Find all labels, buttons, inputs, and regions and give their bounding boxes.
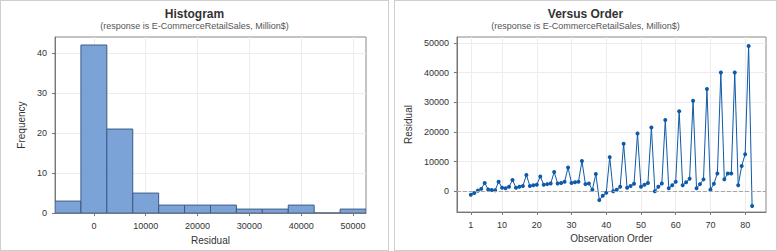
svg-text:40000: 40000 bbox=[289, 221, 314, 231]
svg-text:Versus Order: Versus Order bbox=[548, 7, 624, 21]
svg-text:30: 30 bbox=[567, 220, 577, 230]
svg-text:20: 20 bbox=[37, 128, 47, 138]
svg-text:0: 0 bbox=[42, 208, 47, 218]
svg-text:60: 60 bbox=[671, 220, 681, 230]
svg-text:40: 40 bbox=[37, 48, 47, 58]
svg-text:10000: 10000 bbox=[424, 157, 449, 167]
svg-text:50000: 50000 bbox=[341, 221, 366, 231]
svg-text:Residual: Residual bbox=[191, 235, 230, 246]
svg-text:30: 30 bbox=[37, 88, 47, 98]
svg-text:30000: 30000 bbox=[237, 221, 262, 231]
svg-text:20000: 20000 bbox=[185, 221, 210, 231]
svg-text:1: 1 bbox=[468, 220, 473, 230]
svg-text:Histogram: Histogram bbox=[165, 7, 224, 21]
svg-text:Observation Order: Observation Order bbox=[570, 233, 653, 244]
svg-text:40000: 40000 bbox=[424, 68, 449, 78]
svg-text:20: 20 bbox=[532, 220, 542, 230]
svg-text:Frequency: Frequency bbox=[16, 101, 27, 148]
svg-text:50000: 50000 bbox=[424, 38, 449, 48]
svg-text:0: 0 bbox=[444, 186, 449, 196]
svg-text:(response is E-CommerceRetailS: (response is E-CommerceRetailSales, Mill… bbox=[100, 21, 289, 31]
svg-text:(response is E-CommerceRetailS: (response is E-CommerceRetailSales, Mill… bbox=[491, 21, 680, 31]
svg-text:20000: 20000 bbox=[424, 127, 449, 137]
svg-text:30000: 30000 bbox=[424, 97, 449, 107]
svg-text:50: 50 bbox=[636, 220, 646, 230]
svg-text:80: 80 bbox=[740, 220, 750, 230]
svg-text:Residual: Residual bbox=[403, 105, 414, 144]
svg-text:40: 40 bbox=[601, 220, 611, 230]
svg-text:10: 10 bbox=[37, 168, 47, 178]
svg-text:70: 70 bbox=[705, 220, 715, 230]
svg-text:0: 0 bbox=[91, 221, 96, 231]
svg-text:10: 10 bbox=[497, 220, 507, 230]
svg-text:10000: 10000 bbox=[133, 221, 158, 231]
